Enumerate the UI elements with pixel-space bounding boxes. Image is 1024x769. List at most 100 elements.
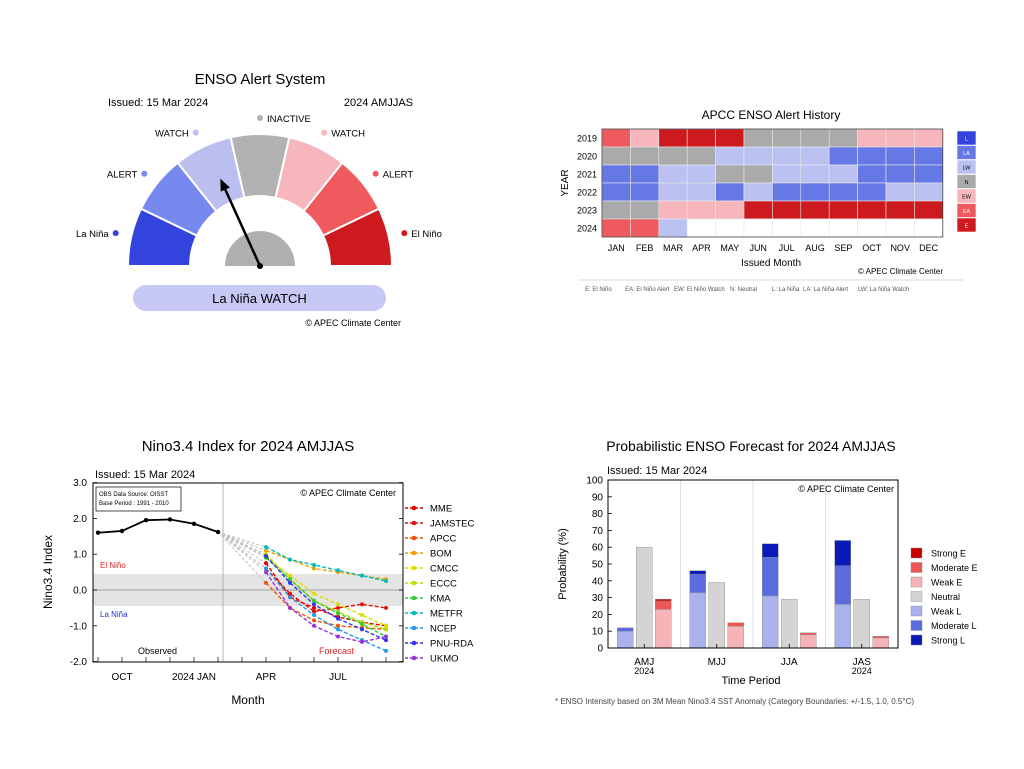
prob-legend-label-0: Strong E (931, 549, 966, 559)
history-year-2019: 2019 (577, 134, 597, 144)
history-cell-2021-SEP (828, 164, 858, 184)
history-cell-2022-FEB (630, 182, 660, 202)
legend-label-APCC: APCC (430, 534, 457, 545)
history-cell-2024-MAR (658, 218, 688, 238)
history-cell-2024-DEC (914, 218, 944, 238)
series-point-METFR-0 (264, 545, 268, 550)
spread-line-NCEP (217, 531, 267, 569)
series-point-KMA-2 (312, 598, 316, 603)
series-point-METFR-5 (384, 579, 388, 584)
observed-point-1 (119, 528, 125, 534)
history-cell-2019-JAN (601, 128, 631, 148)
bar-JAS-weak-la-nina (834, 604, 851, 649)
bar-AMJ-moderate-el-nino (655, 600, 672, 610)
bar-JAS-neutral (853, 599, 870, 649)
prob-xtick-label-0-0: AMJ (634, 657, 654, 668)
la-nina-band-label: La Niña (100, 610, 128, 619)
nino-xtick-label-3: JUL (329, 672, 347, 683)
nino-ytick-label-4: -1.0 (70, 621, 88, 632)
prob-legend-label-6: Strong L (931, 636, 965, 646)
prob-legend-label-4: Weak L (931, 607, 961, 617)
gauge-label-dot-0 (112, 230, 119, 237)
history-footnote-item-6: LW: La Niña Watch (858, 287, 909, 293)
history-legend: L LA LW N EW EA E (956, 130, 977, 233)
history-legend-swatch-LW (956, 159, 977, 175)
history-cell-2020-SEP (828, 146, 858, 166)
history-cell-2023-AUG (800, 200, 830, 220)
history-cell-2019-MAR (658, 128, 688, 148)
history-cell-2023-MAR (658, 200, 688, 220)
history-cell-2023-JUL (772, 200, 802, 220)
history-cell-2022-NOV (885, 182, 915, 202)
series-point-PNU-RDA-2 (312, 602, 316, 607)
series-point-MME-0 (264, 561, 268, 566)
series-point-KMA-1 (288, 577, 292, 582)
gauge-label-dot-3 (257, 115, 263, 121)
history-cell-2022-OCT (857, 182, 887, 202)
history-cell-2021-JUL (772, 164, 802, 184)
nino-ytick-label-0: 3.0 (73, 478, 87, 489)
history-cell-2019-JUN (743, 128, 773, 148)
history-credit: © APEC Climate Center (858, 267, 943, 276)
series-point-JAMSTEC-5 (384, 605, 388, 610)
history-month-DEC: DEC (919, 243, 939, 253)
gauge-label-2: WATCH (155, 129, 189, 140)
bar-AMJ-neutral (636, 547, 653, 649)
history-cell-2022-SEP (828, 182, 858, 202)
prob-legend-swatch-3 (910, 591, 923, 602)
history-cell-2020-FEB (630, 146, 660, 166)
series-point-APCC-3 (336, 623, 340, 628)
history-cell-2024-JUN (743, 218, 773, 238)
history-month-MAY: MAY (720, 243, 739, 253)
history-cell-2019-MAY (715, 128, 745, 148)
history-month-JUL: JUL (779, 243, 795, 253)
history-cell-2020-JAN (601, 146, 631, 166)
bar-AMJ-weak-el-nino (655, 609, 672, 649)
legend-label-JAMSTEC: JAMSTEC (430, 519, 474, 530)
bar-AMJ-strong-el-nino (655, 599, 672, 602)
history-legend-swatch-E (956, 217, 977, 233)
gauge-label-1: ALERT (107, 170, 138, 181)
prob-ytick-label-9: 90 (592, 492, 604, 503)
forecast-label: Forecast (319, 646, 355, 656)
prob-legend-swatch-6 (910, 634, 923, 646)
series-point-NCEP-5 (384, 648, 388, 653)
gauge-labels: La Niña ALERT WATCH INACTIVE WATCH ALERT El Ni… (76, 114, 442, 240)
nino-xtick-label-2: APR (256, 672, 277, 683)
history-cell-2024-APR (686, 218, 716, 238)
gauge-label-4: WATCH (331, 129, 365, 140)
history-title: APCC ENSO Alert History (702, 108, 841, 122)
legend-label-NCEP: NCEP (430, 624, 456, 635)
history-cell-2024-OCT (857, 218, 887, 238)
history-footnote-item-4: L: La Niña (772, 287, 800, 293)
observed-label: Observed (138, 646, 177, 656)
legend-label-MME: MME (430, 504, 452, 515)
observed-point-5 (215, 529, 221, 535)
series-point-UKMO-3 (336, 634, 340, 639)
history-cell-2020-OCT (857, 146, 887, 166)
history-legend-swatch-EA (956, 203, 977, 218)
history-cell-2019-SEP (828, 128, 858, 148)
gauge-label-dot-4 (321, 129, 328, 136)
prob-ytick-label-3: 30 (592, 593, 604, 604)
series-point-NCEP-3 (336, 627, 340, 632)
series-point-NCEP-1 (288, 595, 292, 600)
history-cell-2020-APR (686, 146, 716, 166)
legend-marker-UKMO (411, 655, 417, 661)
bar-AMJ-moderate-la-nina (617, 627, 634, 632)
gauge-label-6: El Niño (411, 229, 442, 240)
prob-xtick-label-3-1: 2024 (852, 666, 872, 676)
gauge-title: ENSO Alert System (195, 71, 326, 88)
observed-point-3 (167, 517, 173, 522)
el-nino-band-label: El Niño (100, 561, 126, 570)
gauge-sector-6 (321, 207, 394, 267)
legend-label-ECCC: ECCC (430, 579, 457, 590)
spread-line-ECCC (217, 531, 267, 555)
series-line-KMA (265, 557, 387, 638)
prob-ytick-label-4: 40 (592, 576, 604, 587)
history-cell-2020-NOV (885, 146, 915, 166)
series-point-PNU-RDA-3 (336, 616, 340, 621)
nino-title: Nino3.4 Index for 2024 AMJJAS (142, 438, 355, 455)
nino-y-axis-label: Nino3.4 Index (41, 535, 55, 609)
